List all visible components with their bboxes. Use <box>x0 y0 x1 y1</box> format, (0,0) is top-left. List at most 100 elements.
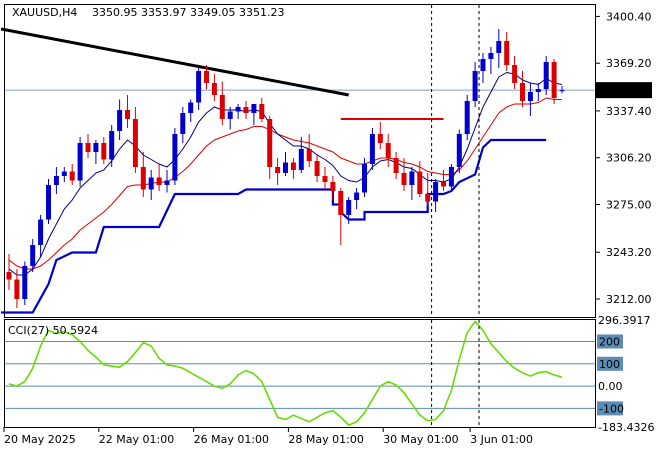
candle <box>369 128 375 170</box>
cci-label: CCI(27) 50.5924 <box>8 324 98 337</box>
candle-body <box>148 177 154 190</box>
candle-body <box>385 143 391 158</box>
candle-body <box>306 149 312 161</box>
candle-body <box>551 62 557 98</box>
candle <box>306 134 312 167</box>
candle-body <box>488 53 494 59</box>
candle-body <box>283 162 288 173</box>
candle-body <box>14 279 20 299</box>
candle-body <box>38 219 44 245</box>
current-price-label: 3351.23 <box>600 84 646 97</box>
price-tick-label: 3337.40 <box>606 105 652 118</box>
candle-body <box>132 119 138 167</box>
candle-body <box>180 113 186 134</box>
candle <box>472 62 478 107</box>
candle <box>512 56 518 89</box>
candle-body <box>425 194 431 202</box>
candle <box>204 65 209 89</box>
candle <box>377 122 383 149</box>
candle-body <box>346 200 352 215</box>
candle-body <box>196 71 202 103</box>
candle <box>6 254 12 290</box>
candle-body <box>188 102 194 113</box>
session-separators <box>431 5 480 427</box>
candle-body <box>543 62 549 89</box>
candle-body <box>448 167 454 187</box>
candle-body <box>369 134 375 164</box>
candle-body <box>322 176 328 182</box>
candle <box>85 134 91 158</box>
candle-body <box>140 167 146 190</box>
candle <box>101 137 107 164</box>
candle <box>527 83 533 116</box>
candle-body <box>117 110 123 131</box>
price-tick-label: 3212.00 <box>606 293 652 306</box>
candle-body <box>275 167 281 173</box>
trendline <box>0 27 349 97</box>
candle-body <box>433 182 439 202</box>
candle <box>180 107 186 143</box>
candle <box>346 197 352 224</box>
candle <box>132 107 138 173</box>
time-tick-label: 20 May 2025 <box>4 433 76 446</box>
candle <box>196 68 202 110</box>
candle <box>322 167 328 190</box>
candle <box>156 164 162 191</box>
candle-body <box>409 171 415 185</box>
candle <box>148 170 154 200</box>
candle-body <box>267 119 273 167</box>
cci-tick-label: 296.3917 <box>598 314 651 327</box>
candle <box>448 164 454 190</box>
candle-body <box>227 111 233 119</box>
candle-body <box>393 158 399 173</box>
cci-tick-label: 100 <box>599 358 620 371</box>
price-tick-label: 3243.20 <box>606 246 652 259</box>
candle <box>298 137 304 173</box>
candle <box>338 188 344 245</box>
candle <box>30 239 36 272</box>
candle-body <box>53 176 59 185</box>
candle-body <box>85 143 91 152</box>
candle <box>227 107 233 130</box>
cci-tick-label: 200 <box>599 335 620 348</box>
cci-level-box <box>597 334 623 349</box>
candle-body <box>504 41 510 65</box>
candle <box>520 71 525 107</box>
candle <box>409 167 415 200</box>
time-tick-label: 26 May 01:00 <box>194 433 269 446</box>
candle-body <box>93 143 99 152</box>
candle-body <box>362 164 367 193</box>
candle-body <box>204 71 209 83</box>
time-tick-label: 3 Jun 01:00 <box>470 433 533 446</box>
candle <box>543 56 549 95</box>
ohlc-readout: 3350.95 3353.97 3349.05 3351.23 <box>92 6 284 19</box>
candle-body <box>527 92 533 101</box>
candle <box>53 167 59 194</box>
candle <box>401 158 407 191</box>
candle-body <box>156 177 162 185</box>
candle <box>77 137 83 187</box>
candle <box>61 167 67 182</box>
symbol-label: XAUUSD,H4 <box>12 6 77 19</box>
candle <box>243 101 249 119</box>
candle-body <box>314 161 320 176</box>
candle-body <box>354 192 360 200</box>
candlesticks <box>6 29 565 308</box>
candle <box>480 53 486 83</box>
candle-body <box>30 245 36 266</box>
candle-body <box>496 41 502 53</box>
candle <box>504 32 510 71</box>
candle-body <box>243 107 249 113</box>
candle <box>488 47 494 74</box>
candle <box>354 188 360 209</box>
candle <box>259 98 265 122</box>
price-tick-label: 3400.40 <box>606 10 652 23</box>
ema-slow-line <box>8 97 562 270</box>
candle <box>22 261 28 305</box>
candle <box>46 179 51 224</box>
cci-panel: CCI(27) 50.5924 <box>4 319 596 428</box>
candle-body <box>211 83 217 95</box>
candle <box>93 140 99 164</box>
candle-body <box>290 162 296 170</box>
candle-body <box>417 171 423 194</box>
